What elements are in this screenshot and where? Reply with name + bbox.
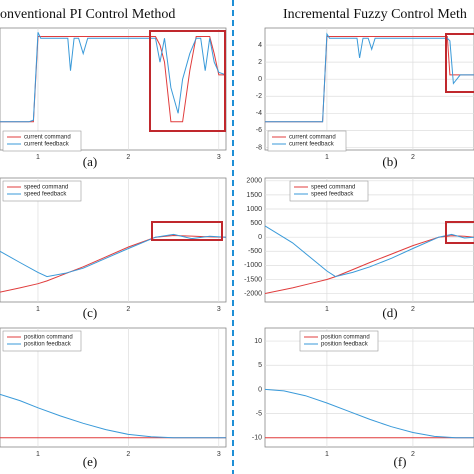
y-tick-label: -500 xyxy=(248,248,262,255)
legend-label: current command xyxy=(24,135,71,141)
y-tick-label: -10 xyxy=(252,435,262,442)
y-tick-label: -1000 xyxy=(244,262,262,269)
x-tick-label: 1 xyxy=(36,154,40,161)
legend-label: position feedback xyxy=(24,342,72,348)
y-tick-label: 1000 xyxy=(246,206,262,213)
legend-label: position command xyxy=(321,335,370,341)
plot-area xyxy=(264,27,474,151)
series-line xyxy=(265,225,474,278)
series-line xyxy=(0,32,226,123)
legend-box xyxy=(289,180,369,202)
highlight-box xyxy=(445,221,474,244)
x-tick-label: 2 xyxy=(411,306,415,313)
legend-label: current feedback xyxy=(24,142,70,148)
panel-caption: (d) xyxy=(382,305,397,320)
x-tick-label: 1 xyxy=(325,306,329,313)
legend-label: position feedback xyxy=(321,342,369,348)
legend-label: current feedback xyxy=(289,142,335,148)
y-tick-label: 2 xyxy=(258,59,262,66)
panel-caption: (c) xyxy=(83,305,97,320)
y-tick-label: 500 xyxy=(250,220,262,227)
y-tick-label: 0 xyxy=(258,76,262,83)
legend-label: speed feedback xyxy=(311,192,354,198)
series-line xyxy=(0,393,226,439)
y-tick-label: 2000 xyxy=(246,178,262,185)
legend-label: speed command xyxy=(311,185,355,191)
x-tick-label: 1 xyxy=(36,451,40,458)
highlight-box xyxy=(151,221,223,241)
y-tick-label: -2 xyxy=(256,93,262,100)
x-tick-label: 2 xyxy=(126,451,130,458)
x-tick-label: 1 xyxy=(36,306,40,313)
x-tick-label: 2 xyxy=(126,306,130,313)
panel-title: Incremental Fuzzy Control Meth xyxy=(283,7,467,22)
legend-box xyxy=(2,130,82,152)
x-tick-label: 2 xyxy=(411,154,415,161)
y-tick-label: 1500 xyxy=(246,192,262,199)
y-tick-label: 0 xyxy=(258,234,262,241)
x-tick-label: 2 xyxy=(126,154,130,161)
y-tick-label: 5 xyxy=(258,362,262,369)
highlight-boxes xyxy=(149,30,474,244)
series-line xyxy=(0,234,226,293)
panel: 1 2 2000 1500 1000 500 0 -500 -1000 -1500 -2000 spe… xyxy=(244,177,474,320)
y-tick-label: -5 xyxy=(256,410,262,417)
y-tick-label: -1500 xyxy=(244,276,262,283)
series-line xyxy=(0,36,226,123)
series-line xyxy=(265,36,474,123)
legend-label: current command xyxy=(289,135,336,141)
y-tick-label: -2000 xyxy=(244,290,262,297)
series-line xyxy=(0,233,226,278)
x-tick-label: 2 xyxy=(411,451,415,458)
series-line xyxy=(265,235,474,294)
y-tick-label: -6 xyxy=(256,127,262,134)
legend-label: position command xyxy=(24,335,73,341)
panel-caption: (f) xyxy=(394,454,407,469)
panel-caption: (b) xyxy=(382,154,397,169)
y-tick-label: 4 xyxy=(258,42,262,49)
legend-box xyxy=(2,330,82,352)
y-tick-label: -4 xyxy=(256,110,262,117)
legend-label: speed feedback xyxy=(24,192,67,198)
panel-caption: (a) xyxy=(83,154,97,169)
legend-box xyxy=(267,130,347,152)
series-line xyxy=(265,388,474,439)
x-tick-label: 3 xyxy=(217,451,221,458)
panel-caption: (e) xyxy=(83,454,97,469)
highlight-box xyxy=(445,33,474,93)
panel-title: onventional PI Control Method xyxy=(0,7,175,22)
x-tick-label: 3 xyxy=(217,154,221,161)
highlight-box xyxy=(149,30,226,132)
x-tick-label: 1 xyxy=(325,154,329,161)
legend-box xyxy=(299,330,379,352)
y-tick-label: -8 xyxy=(256,144,262,151)
x-tick-label: 1 xyxy=(325,451,329,458)
legend-label: speed command xyxy=(24,185,68,191)
x-tick-label: 3 xyxy=(217,306,221,313)
series-line xyxy=(265,32,474,123)
legend-box xyxy=(2,180,82,202)
y-tick-label: 0 xyxy=(258,386,262,393)
y-tick-label: 10 xyxy=(254,338,262,345)
